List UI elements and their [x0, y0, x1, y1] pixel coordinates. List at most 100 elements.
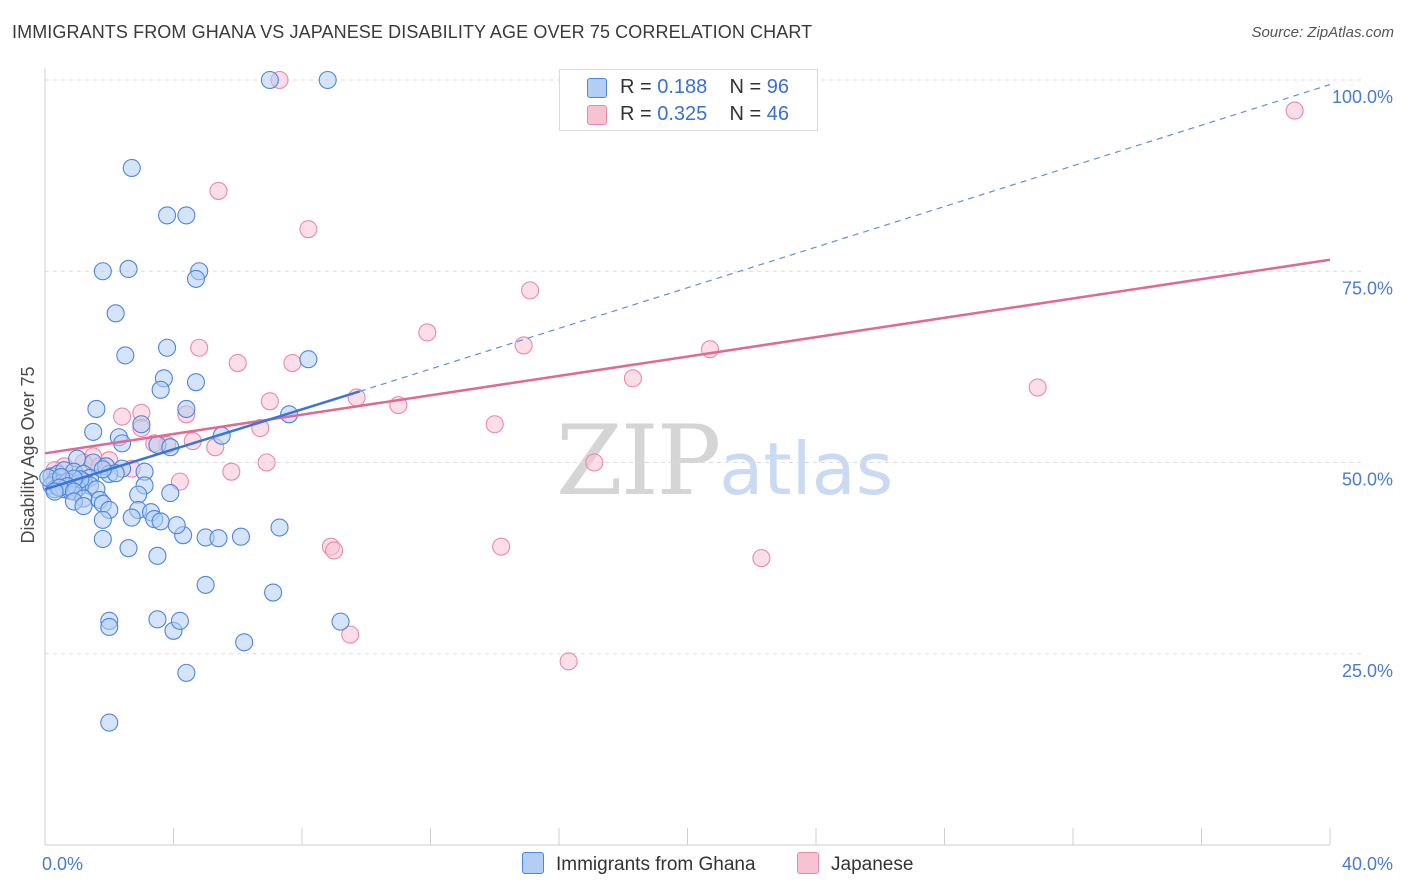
chart-title: IMMIGRANTS FROM GHANA VS JAPANESE DISABI…	[12, 22, 813, 42]
data-point	[119, 259, 138, 279]
data-point	[260, 392, 279, 411]
legend-n-label: N =	[729, 76, 762, 98]
data-point	[485, 415, 504, 434]
data-point	[119, 539, 138, 558]
data-point	[186, 373, 206, 392]
trend-lines	[44, 84, 1331, 491]
series-name-japanese: Japanese	[831, 854, 914, 875]
data-point	[521, 281, 540, 300]
y-tick-label: 100.0%	[1332, 87, 1393, 107]
data-point	[186, 269, 206, 288]
data-point	[122, 508, 141, 527]
series-swatch-japanese	[797, 852, 819, 874]
data-point	[129, 485, 148, 504]
data-point	[341, 625, 360, 644]
data-point	[148, 546, 167, 565]
data-point	[235, 633, 254, 652]
legend-r-label: R =	[620, 76, 652, 98]
data-point	[325, 541, 344, 560]
data-point	[264, 583, 283, 602]
data-point	[260, 70, 279, 90]
data-point	[1028, 378, 1047, 397]
axes	[44, 68, 1331, 846]
data-point	[299, 350, 318, 369]
series-legend-japanese: Japanese	[797, 852, 913, 876]
data-point	[167, 516, 186, 535]
japanese-points	[45, 70, 1304, 671]
data-point	[257, 453, 276, 472]
data-point	[228, 353, 247, 373]
data-point	[318, 70, 337, 90]
data-point	[93, 529, 112, 549]
series-legend-ghana: Immigrants from Ghana	[522, 852, 756, 876]
x-tick-label-min: 0.0%	[42, 854, 83, 874]
data-point	[514, 336, 533, 355]
data-point	[87, 399, 106, 419]
y-tick-label: 25.0%	[1342, 661, 1393, 681]
data-point	[74, 497, 93, 516]
data-point	[100, 713, 119, 732]
data-point	[106, 304, 125, 323]
correlation-legend: R = 0.188 N = 96 R = 0.325 N = 46	[559, 69, 818, 131]
data-point	[283, 353, 302, 373]
data-point	[585, 453, 604, 472]
data-point	[270, 518, 289, 537]
legend-n-label: N =	[729, 103, 762, 125]
data-point	[151, 380, 170, 399]
data-point	[122, 158, 141, 178]
ghana-trend-line	[44, 390, 361, 491]
series-swatch-ghana	[522, 852, 544, 874]
watermark-zip: ZIP	[556, 405, 721, 517]
data-point	[161, 484, 180, 503]
data-point	[158, 206, 177, 225]
data-point	[170, 611, 189, 630]
data-point	[84, 422, 103, 441]
ghana-points	[39, 70, 350, 732]
data-point	[209, 181, 228, 200]
source-label: Source: ZipAtlas.com	[1251, 24, 1394, 41]
legend-r-label: R =	[620, 103, 652, 125]
data-point	[231, 527, 251, 546]
data-point	[623, 369, 642, 388]
data-point	[418, 323, 437, 342]
watermark-atlas: atlas	[719, 427, 894, 511]
zipatlas-watermark: ZIPatlas	[556, 405, 893, 517]
data-point	[148, 610, 167, 629]
data-point	[752, 549, 771, 568]
legend-n-value-japanese: 46	[766, 103, 790, 125]
legend-r-value-ghana: 0.188	[657, 76, 708, 98]
legend-n-value-ghana: 96	[766, 76, 790, 98]
data-point	[209, 529, 228, 548]
x-tick-label-max: 40.0%	[1342, 854, 1393, 874]
data-point	[1285, 101, 1304, 120]
data-point	[113, 407, 132, 426]
legend-r-value-japanese: 0.325	[657, 103, 708, 125]
data-point	[196, 575, 215, 594]
data-point	[559, 652, 578, 671]
y-tick-label: 75.0%	[1342, 278, 1393, 298]
y-axis-label: Disability Age Over 75	[18, 366, 38, 543]
data-point	[177, 206, 196, 225]
data-point	[492, 537, 511, 556]
series-legend: Immigrants from Ghana Japanese	[0, 852, 1406, 878]
japanese-trend-line	[44, 258, 1331, 455]
data-point	[93, 510, 112, 529]
data-point	[132, 415, 151, 434]
data-point	[190, 338, 209, 357]
data-point	[151, 512, 170, 531]
data-point	[331, 612, 350, 631]
legend-swatch-japanese	[587, 105, 607, 125]
axis-labels: 25.0% 50.0% 75.0% 100.0% 0.0% 40.0% Disability…	[18, 87, 1393, 874]
legend-swatch-ghana	[587, 78, 607, 98]
ghana-trend-extension	[359, 84, 1331, 392]
data-point	[299, 220, 318, 239]
data-point	[93, 262, 112, 281]
data-point	[177, 399, 196, 419]
data-point	[116, 346, 135, 365]
data-point	[158, 338, 177, 357]
data-point	[100, 617, 119, 637]
data-point	[222, 462, 241, 481]
data-point	[177, 663, 196, 682]
series-name-ghana: Immigrants from Ghana	[556, 854, 756, 875]
